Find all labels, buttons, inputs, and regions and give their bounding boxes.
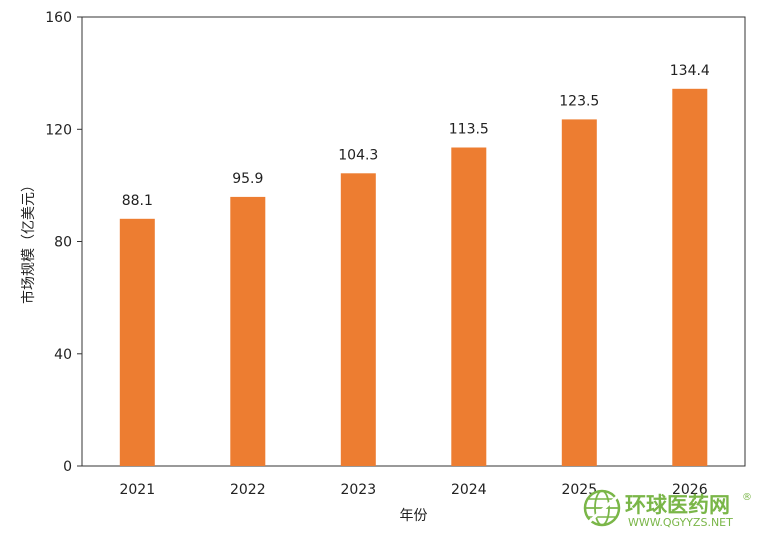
x-tick-label-2025: 2025 xyxy=(561,482,597,498)
x-tick-label-2022: 2022 xyxy=(230,482,266,498)
bar-2023 xyxy=(340,173,376,467)
bar-2022 xyxy=(230,196,266,466)
x-tick-label-2023: 2023 xyxy=(340,482,376,498)
watermark-brand-en: WWW.QGYYZS.NET xyxy=(628,516,733,529)
data-labels-group: 88.1 95.9 104.3 113.5 123.5 134.4 xyxy=(122,63,710,209)
bars-group xyxy=(119,88,708,467)
y-tick-label-40: 40 xyxy=(54,347,72,363)
x-axis-ticks: 2021 2022 2023 2024 2025 2026 xyxy=(119,482,707,498)
y-tick-label-160: 160 xyxy=(45,10,72,26)
data-label-2024: 113.5 xyxy=(449,122,489,138)
data-label-2022: 95.9 xyxy=(232,171,263,187)
bar-2025 xyxy=(561,119,597,467)
plot-frame xyxy=(81,16,746,467)
x-tick-label-2026: 2026 xyxy=(672,482,708,498)
data-label-2025: 123.5 xyxy=(559,93,599,109)
x-axis-title: 年份 xyxy=(400,508,428,524)
watermark-logo: 环球医药网 ® WWW.QGYYZS.NET xyxy=(583,489,752,529)
watermark-registered-mark: ® xyxy=(742,492,752,503)
watermark-brand-cn: 环球医药网 xyxy=(625,493,730,517)
y-axis-title: 市场规模（亿美元） xyxy=(20,178,37,304)
y-axis-ticks: 0 40 80 120 160 xyxy=(45,10,82,475)
data-label-2026: 134.4 xyxy=(670,63,710,79)
y-tick-label-120: 120 xyxy=(45,122,72,138)
y-tick-label-80: 80 xyxy=(54,235,72,251)
data-label-2023: 104.3 xyxy=(338,147,378,163)
y-tick-label-0: 0 xyxy=(63,459,72,475)
bar-2021 xyxy=(119,218,155,466)
bar-2024 xyxy=(451,147,487,466)
x-tick-label-2021: 2021 xyxy=(119,482,155,498)
bar-2026 xyxy=(672,88,708,467)
globe-icon xyxy=(583,489,621,527)
x-tick-label-2024: 2024 xyxy=(451,482,487,498)
data-label-2021: 88.1 xyxy=(122,193,153,209)
